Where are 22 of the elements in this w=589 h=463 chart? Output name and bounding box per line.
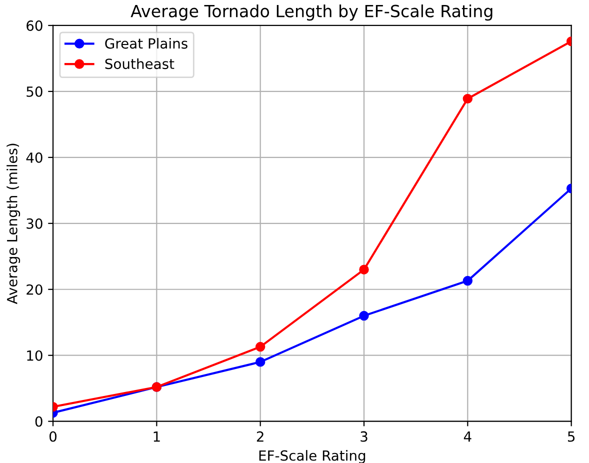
y-tick-label: 0 [35, 416, 42, 427]
y-tick-label: 40 [26, 152, 42, 163]
x-tick-label: 5 [568, 431, 575, 442]
y-tick-label: 30 [26, 218, 42, 229]
x-tick-label: 3 [360, 431, 368, 442]
point [255, 357, 266, 367]
legend-label: Southeast [105, 58, 174, 70]
y-tick-label: 10 [27, 350, 42, 361]
x-axis-title: EF-Scale Rating [259, 450, 366, 463]
legend-label: Great Plains [105, 38, 188, 49]
x-tick-label: 1 [154, 431, 160, 442]
x-tick-label: 0 [50, 431, 57, 442]
x-tick-label: 2 [256, 431, 264, 442]
x-tick-label: 4 [464, 431, 472, 442]
point [359, 310, 369, 321]
y-tick-label: 20 [26, 284, 42, 295]
point [359, 264, 369, 274]
chart-title: Average Tornado Length by EF-Scale Rating [130, 4, 492, 21]
point [255, 342, 266, 352]
y-tick-label: 50 [26, 86, 42, 97]
y-axis-title: Average Length (miles) [6, 144, 20, 304]
y-tick-label: 60 [26, 20, 42, 31]
